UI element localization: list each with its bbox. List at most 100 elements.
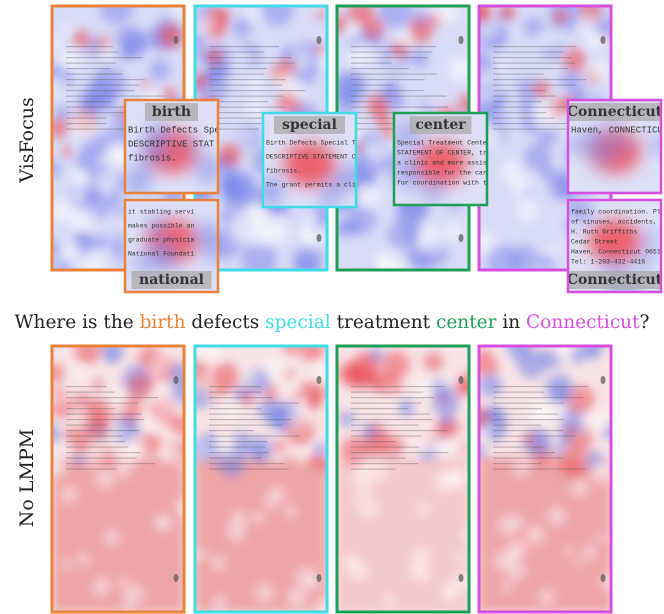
zoom-content: Haven, CONNECTICUT Connecticut xyxy=(567,100,663,193)
blob xyxy=(377,432,404,459)
doc-dot xyxy=(600,36,606,44)
zoom-border xyxy=(123,98,220,195)
blob xyxy=(174,499,184,516)
blob xyxy=(286,587,307,608)
blob xyxy=(481,422,495,436)
doc-dot xyxy=(316,36,322,44)
blob xyxy=(641,230,659,248)
blob xyxy=(407,18,433,44)
doc-line xyxy=(493,101,542,103)
snippet-line: Haven, Connecticut 06510 xyxy=(571,249,664,256)
row-label: No LMPM xyxy=(16,429,38,527)
blob xyxy=(479,457,611,612)
blob xyxy=(284,505,297,518)
doc-line xyxy=(351,402,422,404)
blob xyxy=(261,6,294,26)
blob xyxy=(585,347,599,360)
heatmap-blobs xyxy=(195,346,327,612)
blob xyxy=(459,438,469,452)
blob xyxy=(479,67,495,86)
blob xyxy=(71,113,98,140)
blob xyxy=(158,519,168,528)
blob xyxy=(604,34,611,43)
doc-line xyxy=(66,68,111,70)
blob xyxy=(206,14,217,25)
blob xyxy=(398,400,414,416)
blob xyxy=(523,143,552,171)
doc-line xyxy=(209,452,269,454)
zoom-blobs xyxy=(263,142,356,207)
word-label: Connecticut xyxy=(567,104,663,120)
doc-line xyxy=(493,435,576,437)
doc-line xyxy=(66,62,117,64)
doc-line xyxy=(493,468,586,470)
blob xyxy=(589,60,609,81)
snippet-line: H. Ruth Griffiths xyxy=(571,229,637,236)
blob xyxy=(246,98,265,118)
doc-line xyxy=(209,441,268,443)
snippet-line: fibrosis. xyxy=(128,153,177,163)
blob xyxy=(297,451,310,465)
blob xyxy=(553,9,569,24)
heatmap xyxy=(52,346,184,612)
doc-line xyxy=(209,73,265,75)
doc-line xyxy=(209,51,264,53)
blob xyxy=(92,577,111,596)
doc-line xyxy=(493,446,545,448)
blob xyxy=(434,471,455,493)
blob xyxy=(581,455,591,465)
blob xyxy=(450,375,460,385)
blob xyxy=(460,529,469,541)
blob xyxy=(146,121,170,145)
heatmap-blobs xyxy=(337,347,469,612)
doc-line xyxy=(66,391,115,393)
blob xyxy=(84,448,104,468)
blob xyxy=(355,456,375,476)
blob xyxy=(559,347,572,361)
blob xyxy=(93,234,109,250)
blob xyxy=(221,177,257,213)
snippet-line: STATEMENT OF CENTER, treatment xyxy=(397,150,514,157)
blob xyxy=(320,458,327,472)
blob xyxy=(595,148,614,167)
blob xyxy=(391,41,409,59)
blob xyxy=(504,346,531,360)
doc-dot xyxy=(458,234,464,242)
doc-line xyxy=(66,397,159,399)
blob xyxy=(341,162,356,189)
blob xyxy=(160,395,180,415)
doc-line xyxy=(351,51,433,53)
blob xyxy=(52,64,61,79)
blob xyxy=(568,346,586,364)
blob xyxy=(287,410,307,430)
blob xyxy=(423,352,444,373)
doc-line xyxy=(66,408,116,410)
blob xyxy=(558,448,589,479)
doc-line xyxy=(493,402,564,404)
blob xyxy=(508,539,527,558)
blob xyxy=(479,349,500,377)
blob xyxy=(113,425,124,436)
blob xyxy=(295,255,318,270)
doc-line xyxy=(209,408,262,410)
doc-line xyxy=(351,397,434,399)
blob xyxy=(374,108,391,125)
blob xyxy=(96,172,119,196)
doc-line xyxy=(351,95,447,97)
blob xyxy=(92,378,104,390)
doc-line xyxy=(66,419,145,421)
zoom-border xyxy=(566,98,663,195)
attention-blob xyxy=(283,142,336,187)
word-label: national xyxy=(139,272,204,288)
blob xyxy=(358,499,379,519)
blob xyxy=(437,373,453,389)
blob xyxy=(211,362,241,391)
blob xyxy=(412,547,432,567)
blob xyxy=(388,56,400,68)
doc-line xyxy=(209,117,288,119)
blob xyxy=(634,250,655,270)
blob xyxy=(98,110,110,122)
question-part: in xyxy=(496,312,526,333)
blob xyxy=(132,253,154,275)
doc-line xyxy=(209,446,266,448)
